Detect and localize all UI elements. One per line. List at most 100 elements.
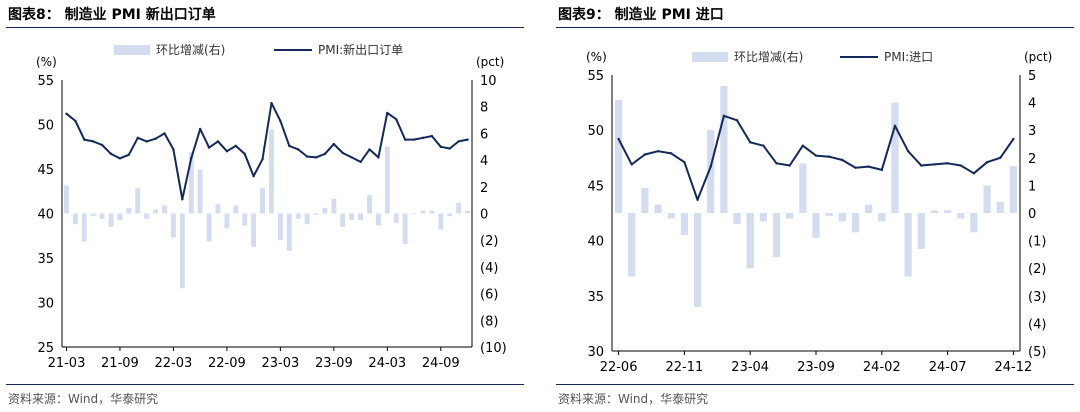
data-point [368, 148, 371, 151]
data-point [466, 138, 469, 141]
data-point [933, 163, 936, 166]
bar-mom-change [930, 210, 939, 213]
bar-mom-change [64, 185, 69, 214]
y-left-tick-label: 30 [37, 297, 54, 312]
bar-mom-change [295, 213, 301, 219]
bar-mom-change [304, 213, 310, 225]
data-point [74, 119, 77, 123]
bar-mom-change [720, 86, 728, 213]
data-point [225, 150, 229, 153]
bottom-rule [556, 384, 1074, 385]
bar-mom-change [456, 202, 462, 214]
x-tick-label: 22-09 [208, 356, 246, 371]
data-point [395, 117, 398, 121]
bar-mom-change [865, 204, 873, 213]
data-point [190, 157, 193, 160]
y-right-tick-label: 4 [1028, 97, 1036, 112]
y-right-tick-label: 0 [1028, 207, 1036, 222]
data-point [867, 165, 870, 168]
data-point [261, 158, 264, 161]
y-left-tick-label: 25 [37, 341, 54, 356]
bar-mom-change [917, 213, 925, 249]
y-right-tick-label: (8) [480, 314, 498, 329]
chart-panel-export-orders: 图表8： 制造业 PMI 新出口订单 (%) (pct) 环比增减(右) PMI:新出… [0, 0, 530, 412]
data-point [448, 147, 451, 150]
bar-mom-change [393, 213, 399, 223]
y-unit-left: (%) [586, 50, 607, 64]
data-point [643, 153, 647, 156]
series-line-pmi [65, 102, 468, 201]
data-point [83, 138, 86, 141]
figure-title: 图表8： 制造业 PMI 新出口订单 [8, 7, 216, 23]
data-point [359, 160, 362, 164]
x-tick-label: 24-07 [929, 360, 967, 375]
source-note: 资料来源：Wind，华泰研究 [8, 392, 159, 406]
x-tick-label: 21-09 [101, 356, 139, 371]
bar-mom-change [786, 213, 794, 219]
x-tick-label: 24-02 [863, 360, 901, 375]
data-point [350, 156, 353, 159]
bar-mom-change [179, 213, 185, 289]
data-point [234, 144, 238, 148]
data-point [198, 127, 202, 131]
chart-svg: (%) (pct) 环比增减(右) PMI:进口 55 50 45 40 35 30 5 4 3 2 1 0 (… [586, 49, 1052, 375]
x-tick-label: 22-06 [600, 360, 638, 375]
bar-mom-change [108, 213, 114, 227]
bar-mom-change [465, 210, 470, 214]
y-right-tick-label: (2) [480, 234, 498, 249]
y-right-tick-label: (2) [1028, 262, 1046, 277]
bar-mom-change [429, 210, 435, 214]
data-point [722, 114, 726, 118]
data-point [207, 146, 211, 149]
data-point [386, 111, 389, 115]
bar-mom-change [233, 205, 239, 214]
bar-mom-change [135, 188, 141, 214]
data-point [136, 136, 139, 140]
bar-mom-change [420, 210, 426, 214]
bar-mom-change [772, 213, 781, 258]
data-point [181, 198, 184, 201]
legend-bar-label: 环比增减(右) [734, 49, 803, 64]
data-point [145, 140, 148, 143]
data-point [163, 132, 166, 135]
bar-mom-change [90, 213, 96, 217]
data-point [827, 155, 831, 158]
chart-svg: (%) (pct)环比增减(右) PMI:新出口订单5550454035302510… [36, 42, 507, 371]
bar-mom-change [878, 213, 886, 222]
bar-mom-change [331, 198, 337, 214]
bar-mom-change [957, 213, 965, 219]
legend-line-label: PMI:进口 [884, 50, 933, 64]
y-right-tick-label: (10) [480, 341, 507, 356]
bar-mom-change [447, 213, 453, 217]
data-point [118, 157, 122, 160]
bar-mom-change [188, 152, 194, 214]
y-left-tick-label: 55 [587, 69, 604, 84]
bar-mom-change [411, 213, 417, 214]
data-point [243, 152, 246, 156]
data-point [127, 153, 131, 156]
data-point [775, 162, 778, 165]
bar-mom-change [904, 213, 912, 277]
data-point [801, 144, 805, 147]
x-tick-label: 23-03 [261, 356, 299, 371]
y-right-tick-label: (4) [1028, 317, 1046, 332]
data-point [906, 149, 910, 153]
y-right-tick-label: (1) [1028, 235, 1046, 250]
y-right-tick-label: (4) [480, 261, 498, 276]
bar-mom-change [197, 169, 203, 214]
title-rule [556, 27, 1074, 28]
bar-mom-change [224, 213, 230, 229]
data-point [252, 174, 255, 178]
bar-mom-change [349, 213, 355, 221]
bar-mom-change [153, 209, 159, 214]
data-point [972, 172, 976, 175]
data-point [216, 140, 220, 143]
y-right-tick-label: 1 [1028, 179, 1036, 194]
figure-title: 图表9： 制造业 PMI 进口 [558, 7, 724, 23]
y-right-tick-label: 4 [480, 154, 488, 169]
bar-mom-change [313, 213, 319, 215]
bar-mom-change [812, 213, 820, 238]
data-point [841, 158, 844, 162]
data-point [696, 198, 699, 201]
x-tick-label: 23-09 [797, 360, 835, 375]
